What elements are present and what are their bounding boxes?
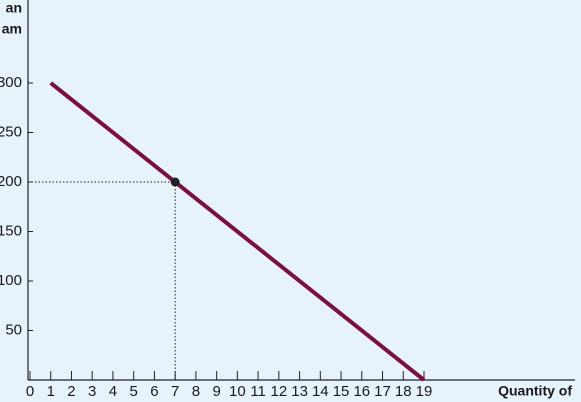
x-tick-label: 2 xyxy=(67,383,75,400)
y-tick-label: 200 xyxy=(0,173,22,190)
y-tick-label: 150 xyxy=(0,222,22,239)
x-tick-label: 1 xyxy=(47,383,55,400)
demand-line xyxy=(49,81,426,382)
y-axis-label: am xyxy=(2,21,22,37)
x-tick-label: 4 xyxy=(109,383,117,400)
x-tick-label: 0 xyxy=(26,383,34,400)
x-tick-label: 8 xyxy=(192,383,200,400)
x-tick-label: 12 xyxy=(270,383,287,400)
y-tick-label: 100 xyxy=(0,272,22,289)
x-tick-label: 13 xyxy=(291,383,308,400)
x-tick-label: 10 xyxy=(229,383,246,400)
x-tick-label: 6 xyxy=(150,383,158,400)
x-tick-label: 7 xyxy=(171,383,179,400)
x-tick-label: 17 xyxy=(374,383,391,400)
x-axis-label: Quantity of xyxy=(498,383,572,399)
x-tick-label: 3 xyxy=(88,383,96,400)
x-tick-label: 14 xyxy=(312,383,329,400)
y-axis-label: an xyxy=(6,0,22,16)
y-tick-label: 250 xyxy=(0,123,22,140)
x-tick-label: 15 xyxy=(333,383,350,400)
x-tick-label: 16 xyxy=(353,383,370,400)
x-tick-label: 5 xyxy=(130,383,138,400)
x-tick-label: 9 xyxy=(212,383,220,400)
y-tick-label: 300 xyxy=(0,74,22,91)
x-tick-label: 11 xyxy=(250,383,266,400)
x-tick-label: 18 xyxy=(395,383,412,400)
x-tick-label: 19 xyxy=(416,383,433,400)
y-tick-label: 50 xyxy=(5,321,22,338)
point xyxy=(170,177,180,187)
